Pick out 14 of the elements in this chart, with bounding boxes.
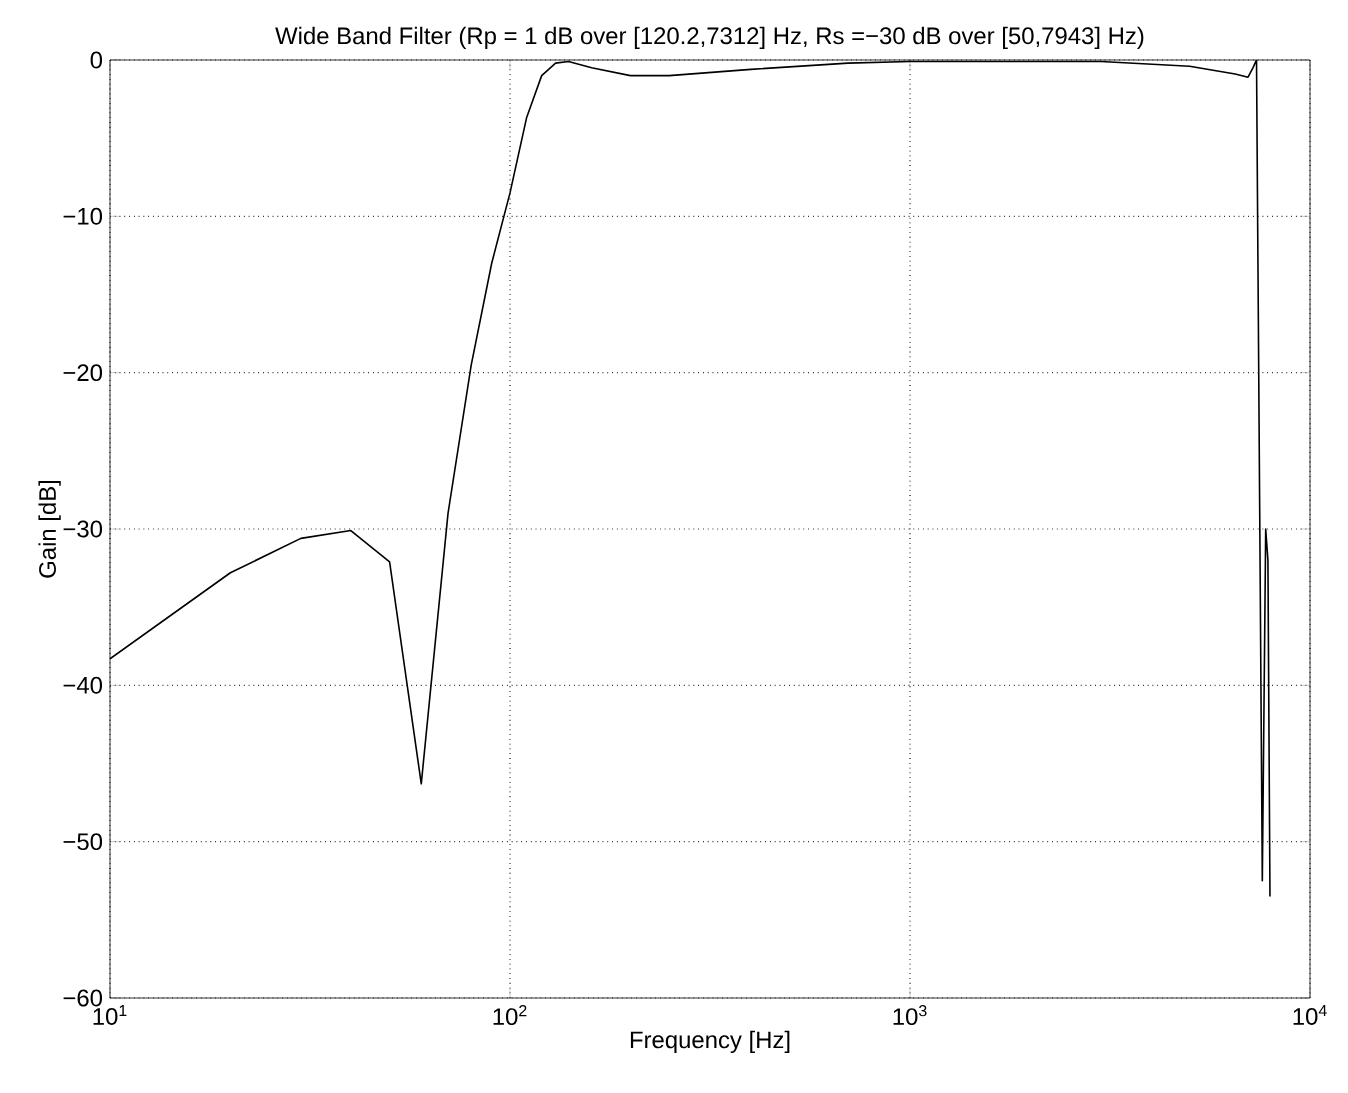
chart-title: Wide Band Filter (Rp = 1 dB over [120.2,7312] Hz, Rs =−30 dB over [50,7943] Hz) xyxy=(275,26,1144,49)
y-tick-label: 0 xyxy=(90,51,103,69)
y-tick-label: −40 xyxy=(63,676,103,694)
x-axis-title: Frequency [Hz] xyxy=(630,1030,790,1054)
y-tick-label: −60 xyxy=(63,989,103,1007)
y-axis-title: Gain [dB] xyxy=(38,480,61,578)
y-tick-label: −50 xyxy=(63,833,103,851)
x-tick-label: 10$^{2}$ xyxy=(493,1005,527,1026)
x-tick-label: 10$^{4}$ xyxy=(1293,1005,1327,1025)
x-tick-label: 10$^{3}$ xyxy=(893,1005,927,1026)
y-tick-label: −10 xyxy=(63,207,103,225)
x-tick-label: 10$^{1}$ xyxy=(93,1005,127,1025)
y-tick-label: −30 xyxy=(63,520,103,538)
y-tick-label: −20 xyxy=(63,364,103,382)
